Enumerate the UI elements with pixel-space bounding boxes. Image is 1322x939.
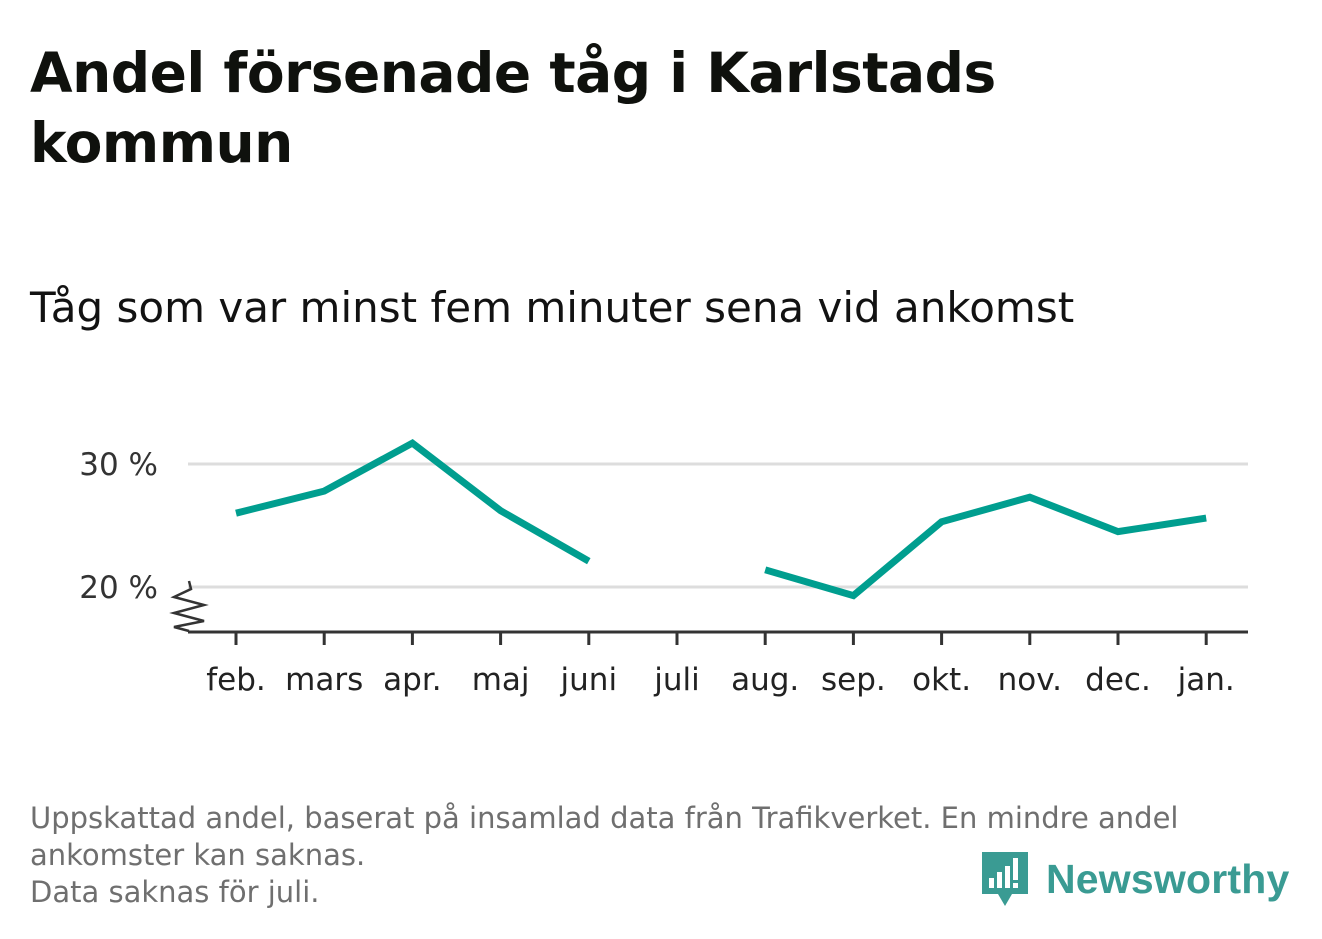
caption-line: Data saknas för juli. <box>30 875 320 909</box>
x-tick-label: feb. <box>206 662 266 698</box>
chart-caption: Uppskattad andel, baserat på insamlad da… <box>30 800 1280 911</box>
line-chart: 20 % 30 % feb. mars apr. maj juni juli aug. sep.… <box>79 438 1248 698</box>
x-tick-label: apr. <box>383 662 441 698</box>
x-tick-label: jan. <box>1177 662 1235 698</box>
grid-lines <box>188 462 1248 589</box>
series-segment <box>764 493 1207 600</box>
x-tick-label: juli <box>653 662 700 698</box>
x-axis-labels: feb. mars apr. maj juni juli aug. sep. okt. nov. d… <box>206 662 1235 698</box>
x-tick-label: mars <box>285 662 363 698</box>
brand-name: Newsworthy <box>1046 855 1290 902</box>
caption-line: ankomster kan saknas. <box>30 838 366 872</box>
x-tick-label: sep. <box>821 662 886 698</box>
newsworthy-logo-icon <box>982 852 1028 906</box>
caption-line: Uppskattad andel, baserat på insamlad da… <box>30 801 1179 835</box>
x-tick-label: aug. <box>731 662 799 698</box>
y-tick-label: 20 % <box>79 570 158 606</box>
series-segment <box>235 438 591 565</box>
x-tick-label: juni <box>560 662 618 698</box>
x-tick-label: okt. <box>912 662 971 698</box>
y-tick-label: 30 % <box>79 447 158 483</box>
x-tick-label: maj <box>472 662 530 698</box>
axis-break-icon <box>169 580 209 633</box>
chart-title: Andel försenade tåg i Karlstads kommun <box>30 41 996 175</box>
newsworthy-logo[interactable]: Newsworthy <box>980 848 1290 910</box>
chart-subtitle: Tåg som var minst fem minuter sena vid a… <box>30 283 1075 332</box>
y-axis-labels: 20 % 30 % <box>79 447 158 606</box>
series-line <box>235 438 1207 600</box>
x-tick-label: dec. <box>1085 662 1151 698</box>
x-axis <box>169 580 1248 645</box>
x-tick-label: nov. <box>998 662 1062 698</box>
